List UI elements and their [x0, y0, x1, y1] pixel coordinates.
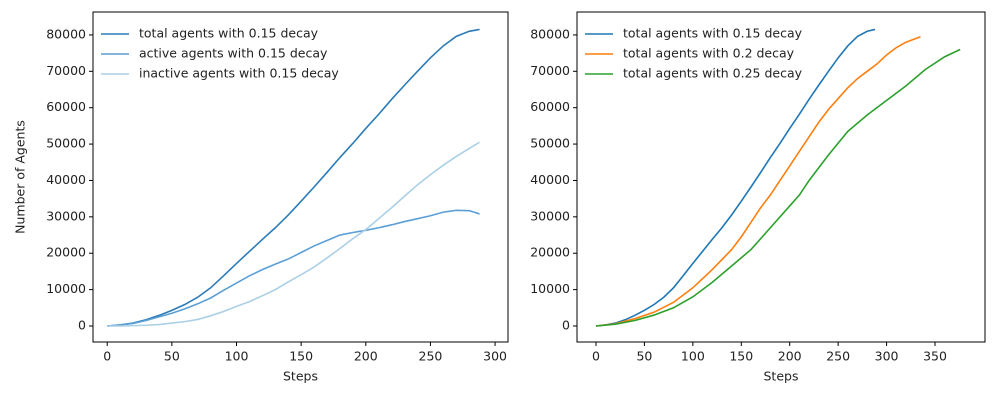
x-tick-label: 0 [103, 349, 111, 364]
y-tick-label: 50000 [46, 136, 86, 151]
x-axis-label: Steps [283, 369, 318, 384]
y-tick-label: 70000 [46, 63, 86, 78]
y-tick-label: 0 [78, 317, 86, 332]
y-tick-label: 40000 [530, 172, 570, 187]
x-tick-label: 250 [419, 349, 443, 364]
legend-label: total agents with 0.15 decay [623, 26, 803, 41]
y-tick-label: 10000 [530, 281, 570, 296]
legend-label: total agents with 0.2 decay [623, 46, 795, 61]
x-axis-label: Steps [764, 369, 799, 384]
x-tick-label: 150 [289, 349, 313, 364]
legend-label: total agents with 0.25 decay [623, 66, 803, 81]
series-line [107, 28, 480, 327]
x-tick-label: 0 [592, 349, 600, 364]
x-tick-label: 150 [729, 349, 753, 364]
y-tick-label: 80000 [46, 26, 86, 41]
y-tick-label: 0 [562, 317, 570, 332]
legend-label: total agents with 0.15 decay [139, 26, 319, 41]
x-tick-label: 300 [483, 349, 507, 364]
x-tick-label: 350 [923, 349, 947, 364]
series-line [107, 141, 480, 327]
x-tick-label: 200 [354, 349, 378, 364]
y-tick-label: 60000 [46, 99, 86, 114]
legend-label: active agents with 0.15 decay [139, 46, 328, 61]
plot-frame [92, 11, 509, 343]
y-tick-label: 20000 [530, 245, 570, 260]
x-tick-label: 100 [681, 349, 705, 364]
x-tick-label: 50 [164, 349, 180, 364]
plot-frame [576, 11, 986, 343]
y-tick-label: 70000 [530, 63, 570, 78]
y-tick-label: 60000 [530, 99, 570, 114]
y-tick-label: 50000 [530, 136, 570, 151]
x-tick-label: 100 [225, 349, 249, 364]
x-tick-label: 200 [778, 349, 802, 364]
y-tick-label: 20000 [46, 245, 86, 260]
x-tick-label: 250 [826, 349, 850, 364]
x-tick-label: 300 [875, 349, 899, 364]
y-tick-label: 30000 [46, 208, 86, 223]
y-tick-label: 80000 [530, 26, 570, 41]
x-tick-label: 50 [636, 349, 652, 364]
y-tick-label: 10000 [46, 281, 86, 296]
y-axis-label: Number of Agents [13, 120, 28, 234]
y-tick-label: 30000 [530, 208, 570, 223]
legend-label: inactive agents with 0.15 decay [139, 66, 339, 81]
y-tick-label: 40000 [46, 172, 86, 187]
series-line [595, 48, 961, 327]
series-line [595, 28, 876, 327]
series-line [107, 209, 480, 327]
series-line [595, 35, 921, 327]
